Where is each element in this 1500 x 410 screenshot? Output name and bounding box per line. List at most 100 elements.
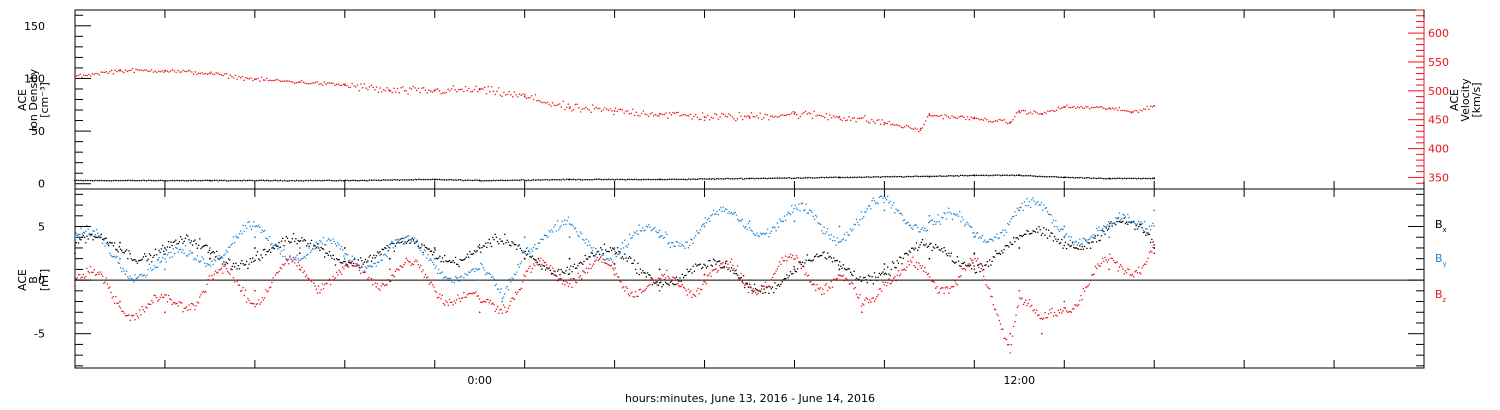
- data-point: [439, 255, 441, 257]
- data-point: [1145, 263, 1147, 265]
- data-point: [574, 267, 577, 270]
- data-point: [573, 228, 576, 230]
- data-point: [1112, 222, 1115, 224]
- data-point: [675, 283, 678, 286]
- data-point: [321, 243, 324, 245]
- series-bx: [74, 217, 1156, 295]
- data-point: [701, 112, 704, 114]
- data-point: [972, 231, 974, 234]
- data-point: [643, 230, 645, 232]
- data-point: [651, 178, 653, 181]
- data-point: [259, 259, 261, 261]
- data-point: [621, 242, 624, 244]
- data-point: [364, 258, 367, 261]
- data-point: [283, 80, 285, 82]
- data-point: [636, 295, 638, 298]
- data-point: [679, 242, 681, 245]
- data-point: [1080, 176, 1082, 179]
- data-point: [467, 271, 470, 273]
- data-point: [962, 267, 965, 270]
- data-point: [1050, 312, 1052, 314]
- data-point: [736, 274, 739, 276]
- data-point: [289, 242, 291, 244]
- data-point: [585, 258, 588, 260]
- data-point: [164, 253, 166, 255]
- data-point: [505, 241, 507, 244]
- data-point: [264, 179, 266, 182]
- data-point: [711, 265, 714, 267]
- data-point: [170, 241, 172, 243]
- data-point: [289, 255, 291, 257]
- data-point: [668, 112, 671, 114]
- data-point: [278, 241, 280, 244]
- data-point: [820, 114, 822, 117]
- data-point: [214, 270, 217, 272]
- data-point: [1104, 225, 1106, 228]
- data-point: [572, 108, 575, 111]
- data-point: [774, 282, 776, 284]
- data-point: [879, 176, 882, 178]
- data-point: [1113, 108, 1115, 110]
- data-point: [490, 245, 493, 248]
- data-point: [325, 282, 327, 285]
- data-point: [429, 282, 432, 284]
- data-point: [600, 110, 603, 112]
- data-point: [285, 80, 287, 82]
- data-point: [295, 82, 298, 84]
- data-point: [217, 257, 219, 260]
- data-point: [499, 308, 501, 311]
- data-point: [768, 177, 770, 179]
- data-point: [568, 236, 571, 239]
- data-point: [777, 226, 780, 229]
- data-point: [459, 258, 462, 261]
- data-point: [1056, 315, 1058, 317]
- data-point: [588, 179, 591, 181]
- data-point: [368, 256, 370, 258]
- data-point: [780, 283, 782, 286]
- data-point: [883, 123, 885, 126]
- data-point: [613, 110, 616, 112]
- data-point: [1070, 311, 1073, 313]
- data-point: [413, 236, 416, 239]
- data-point: [196, 301, 199, 303]
- data-point: [854, 286, 857, 289]
- data-point: [903, 218, 906, 221]
- data-point: [577, 264, 579, 267]
- data-point: [864, 115, 866, 117]
- data-point: [635, 178, 638, 181]
- data-point: [150, 179, 153, 182]
- data-point: [493, 238, 495, 241]
- data-point: [818, 177, 821, 179]
- data-point: [1092, 236, 1094, 239]
- data-point: [136, 262, 139, 264]
- data-point: [414, 87, 416, 89]
- data-point: [925, 243, 927, 245]
- data-point: [555, 230, 558, 232]
- data-point: [387, 278, 390, 281]
- data-point: [600, 247, 602, 249]
- data-point: [311, 279, 314, 281]
- data-point: [993, 256, 996, 258]
- data-point: [459, 300, 462, 303]
- data-point: [964, 223, 967, 225]
- data-point: [403, 237, 405, 240]
- data-point: [407, 260, 410, 263]
- data-point: [1064, 241, 1067, 244]
- data-point: [109, 286, 111, 288]
- data-point: [556, 220, 559, 222]
- data-point: [410, 178, 413, 181]
- data-point: [992, 256, 995, 258]
- data-point: [281, 263, 284, 266]
- data-point: [723, 210, 726, 212]
- data-point: [662, 275, 664, 277]
- data-point: [500, 308, 502, 311]
- data-point: [149, 267, 152, 269]
- data-point: [380, 284, 382, 287]
- data-point: [703, 119, 706, 121]
- data-point: [295, 256, 297, 259]
- data-point: [1143, 231, 1146, 233]
- data-point: [940, 286, 943, 289]
- data-point: [772, 226, 775, 228]
- data-point: [799, 260, 801, 263]
- data-point: [379, 251, 381, 253]
